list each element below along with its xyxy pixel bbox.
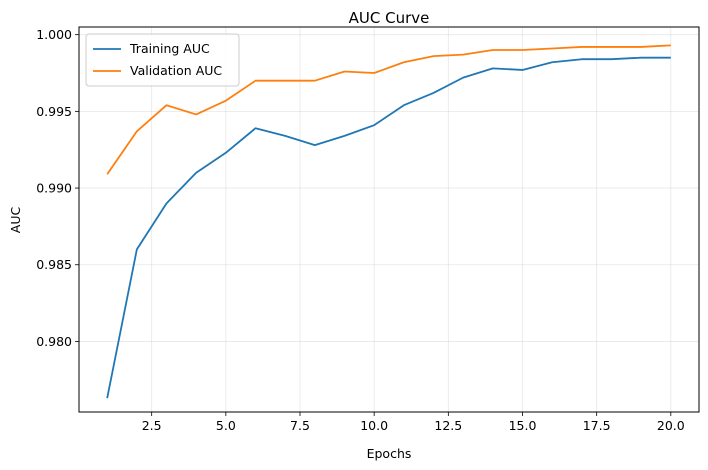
chart-title: AUC Curve <box>349 9 430 27</box>
y-tick-label: 0.980 <box>36 334 72 349</box>
training-auc-line <box>106 56 671 399</box>
x-tick-label: 2.5 <box>142 418 162 433</box>
x-tick-label: 20.0 <box>657 418 685 433</box>
x-axis: 2.5 5.0 7.5 10.0 12.5 15.0 17.5 20.0 <box>142 412 685 433</box>
x-tick-label: 7.5 <box>290 418 310 433</box>
legend-label-training: Training AUC <box>129 41 210 56</box>
legend-box <box>85 33 240 87</box>
y-tick-label: 0.985 <box>36 257 72 272</box>
legend: Training AUC Validation AUC <box>85 33 240 87</box>
x-tick-label: 5.0 <box>216 418 236 433</box>
y-tick-label: 0.990 <box>36 181 72 196</box>
x-axis-label: Epochs <box>367 446 412 461</box>
y-tick-label: 1.000 <box>36 27 72 42</box>
plot-frame <box>78 26 700 413</box>
validation-auc-line <box>106 44 671 175</box>
x-tick-label: 10.0 <box>360 418 388 433</box>
x-tick-label: 12.5 <box>434 418 462 433</box>
legend-label-validation: Validation AUC <box>130 63 222 78</box>
y-tick-label: 0.995 <box>36 104 72 119</box>
x-tick-label: 15.0 <box>509 418 537 433</box>
y-axis: 0.980 0.985 0.990 0.995 1.000 <box>36 27 79 349</box>
x-tick-label: 17.5 <box>583 418 611 433</box>
series-lines <box>106 44 671 399</box>
y-axis-label: AUC <box>8 207 23 234</box>
